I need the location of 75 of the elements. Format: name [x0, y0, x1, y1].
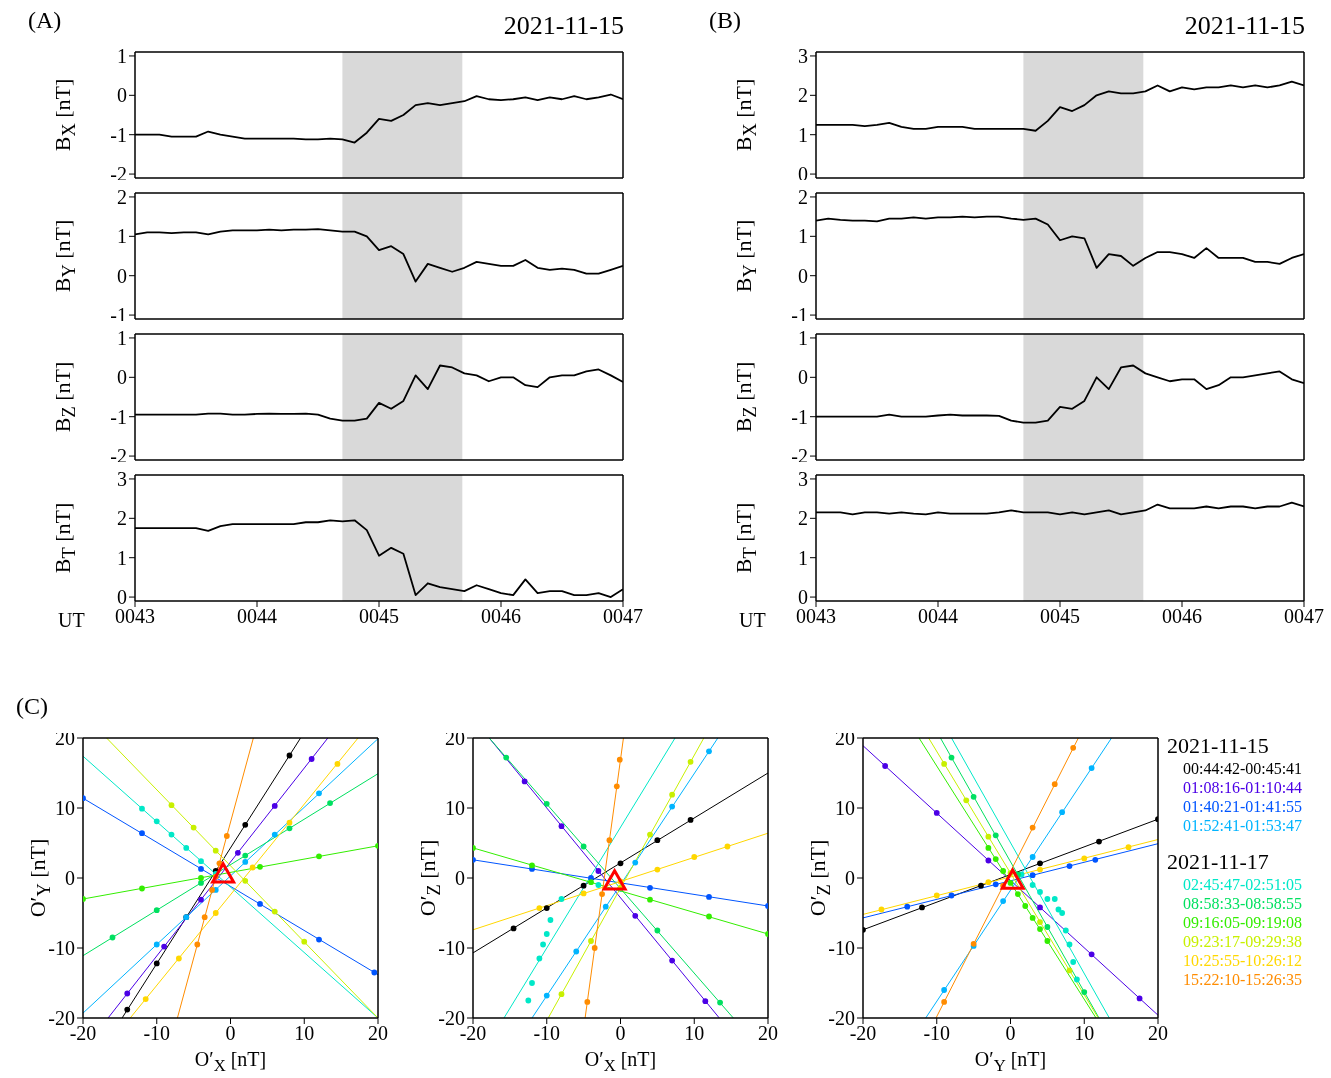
- y-tick-label: 0: [117, 366, 127, 389]
- text: 08:58:33-08:58:55: [1182, 894, 1303, 913]
- y-tick-label: -1: [791, 405, 808, 428]
- text: 15:22:10-15:26:35: [1182, 970, 1303, 989]
- x-tick-label: 10: [684, 1022, 705, 1045]
- text: 09:23:17-09:29:38: [1182, 932, 1303, 951]
- y-tick-label: 2: [117, 186, 127, 209]
- y-tick-label: 2: [117, 507, 127, 530]
- y-tick-label: 0: [845, 867, 855, 890]
- y-tick-label: 0: [798, 366, 808, 389]
- x-tick-label: 0047: [1284, 605, 1324, 628]
- x-axis-title: O′$_{X}$ [nT]: [584, 1048, 657, 1076]
- y-tick-label: 10: [445, 797, 465, 820]
- y-tick-label: -10: [48, 937, 75, 960]
- x-axis-title: O′$_{X}$ [nT]: [194, 1048, 267, 1076]
- x-tick-label: 20: [368, 1022, 388, 1045]
- x-tick-label: -10: [143, 1022, 171, 1045]
- text: 09:16:05-09:19:08: [1182, 913, 1303, 932]
- x-tick-label: 0: [1005, 1022, 1016, 1045]
- y-tick-label: 0: [65, 867, 75, 890]
- y-tick-label: 3: [798, 468, 808, 491]
- text: (B): [709, 7, 741, 34]
- y-tick-label: 0: [455, 867, 465, 890]
- y-tick-label: 1: [798, 327, 808, 350]
- x-tick-label: 0044: [918, 605, 958, 628]
- y-tick-label: 0: [117, 264, 127, 287]
- x-tick-label: 0045: [359, 605, 399, 628]
- y-tick-label: 1: [117, 45, 127, 68]
- chart-title: 2021-11-15: [1184, 11, 1305, 41]
- y-tick-label: -10: [438, 937, 465, 960]
- x-tick-label: 0046: [481, 605, 521, 628]
- x-tick-label: 0044: [237, 605, 277, 628]
- x-tick-label: 10: [1074, 1022, 1095, 1045]
- y-tick-label: 2: [798, 84, 808, 107]
- x-tick-label: 0045: [1040, 605, 1080, 628]
- x-tick-label: 20: [1148, 1022, 1168, 1045]
- y-tick-label: 1: [798, 546, 808, 569]
- text: 02:45:47-02:51:05: [1182, 875, 1303, 894]
- y-tick-label: 1: [117, 225, 127, 248]
- y-tick-label: -1: [110, 405, 127, 428]
- y-tick-label: 0: [117, 84, 127, 107]
- chart-title: 2021-11-15: [503, 11, 624, 41]
- text: 01:40:21-01:41:55: [1182, 797, 1303, 816]
- x-axis-title: O′$_{Y}$ [nT]: [974, 1048, 1047, 1076]
- x-tick-label: 0: [615, 1022, 626, 1045]
- x-tick-label: 0046: [1162, 605, 1202, 628]
- y-tick-label: 1: [117, 546, 127, 569]
- text: 10:25:55-10:26:12: [1182, 951, 1303, 970]
- y-tick-label: -10: [828, 937, 855, 960]
- y-tick-label: 1: [798, 225, 808, 248]
- y-tick-label: 2: [798, 186, 808, 209]
- y-tick-label: 10: [835, 797, 855, 820]
- x-tick-label: 10: [294, 1022, 315, 1045]
- x-tick-label: -10: [533, 1022, 561, 1045]
- y-tick-label: 2: [798, 507, 808, 530]
- text: 00:44:42-00:45:41: [1182, 759, 1303, 778]
- x-axis-title: UT: [739, 609, 766, 632]
- text: 01:08:16-01:10:44: [1182, 778, 1303, 797]
- text: 01:52:41-01:53:47: [1182, 816, 1303, 835]
- y-tick-label: 10: [55, 797, 75, 820]
- y-tick-label: 3: [798, 45, 808, 68]
- x-tick-label: 0047: [603, 605, 643, 628]
- y-tick-label: 1: [798, 123, 808, 146]
- text: 2021-11-15: [1167, 733, 1270, 759]
- y-tick-label: 1: [117, 327, 127, 350]
- text: (C): [16, 693, 48, 720]
- x-tick-label: -10: [923, 1022, 951, 1045]
- text: 2021-11-17: [1167, 849, 1270, 875]
- text: (A): [28, 7, 62, 34]
- x-tick-label: 0: [225, 1022, 236, 1045]
- y-tick-label: 0: [798, 264, 808, 287]
- x-tick-label: 20: [758, 1022, 778, 1045]
- y-tick-label: -1: [110, 123, 127, 146]
- y-tick-label: 3: [117, 468, 127, 491]
- x-axis-title: UT: [58, 609, 85, 632]
